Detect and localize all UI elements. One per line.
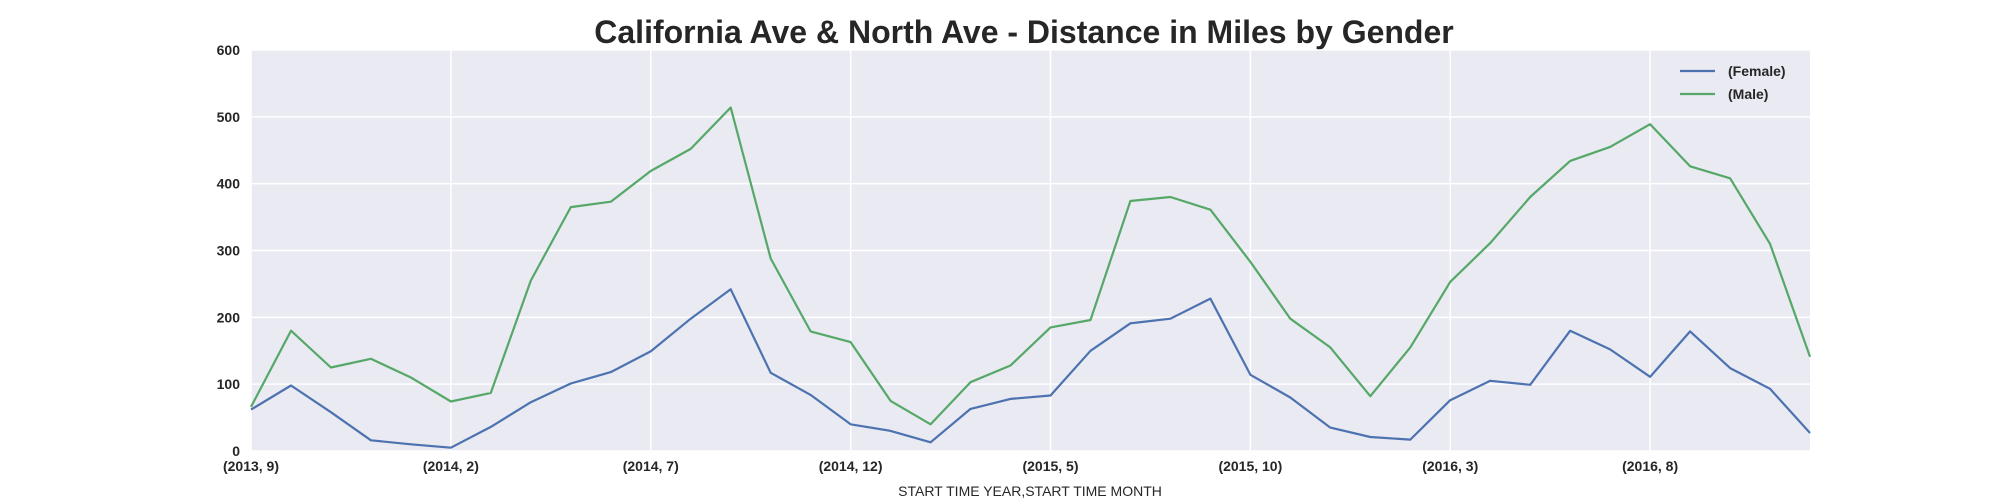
x-tick-label: (2015, 5) xyxy=(1022,458,1078,474)
y-tick-label: 0 xyxy=(232,443,240,459)
legend-label: (Male) xyxy=(1728,86,1768,102)
legend-label: (Female) xyxy=(1728,63,1786,79)
y-tick-label: 200 xyxy=(217,309,241,325)
x-tick-label: (2014, 12) xyxy=(819,458,883,474)
x-tick-label: (2016, 3) xyxy=(1422,458,1478,474)
y-tick-label: 600 xyxy=(217,42,241,58)
x-tick-label: (2015, 10) xyxy=(1218,458,1282,474)
x-tick-label: (2016, 8) xyxy=(1622,458,1678,474)
y-tick-label: 100 xyxy=(217,376,241,392)
y-tick-label: 300 xyxy=(217,243,241,259)
x-axis-label: START TIME YEAR,START TIME MONTH xyxy=(898,483,1162,499)
x-axis-ticks: (2013, 9) (2014, 2) (2014, 7) (2014, 12) (20… xyxy=(223,458,1678,474)
chart-title: California Ave & North Ave - Distance in… xyxy=(594,14,1453,50)
series-line xyxy=(250,106,1812,426)
y-axis-ticks: 0 100 200 300 400 500 600 xyxy=(217,42,241,459)
x-tick-label: (2014, 7) xyxy=(623,458,679,474)
grid-lines xyxy=(250,49,1810,452)
legend: (Female) (Male) xyxy=(1680,63,1786,102)
y-tick-label: 400 xyxy=(217,176,241,192)
y-tick-label: 500 xyxy=(217,109,241,125)
series-lines xyxy=(250,106,1812,449)
x-tick-label: (2013, 9) xyxy=(223,458,279,474)
series-line xyxy=(250,288,1811,449)
x-tick-label: (2014, 2) xyxy=(423,458,479,474)
